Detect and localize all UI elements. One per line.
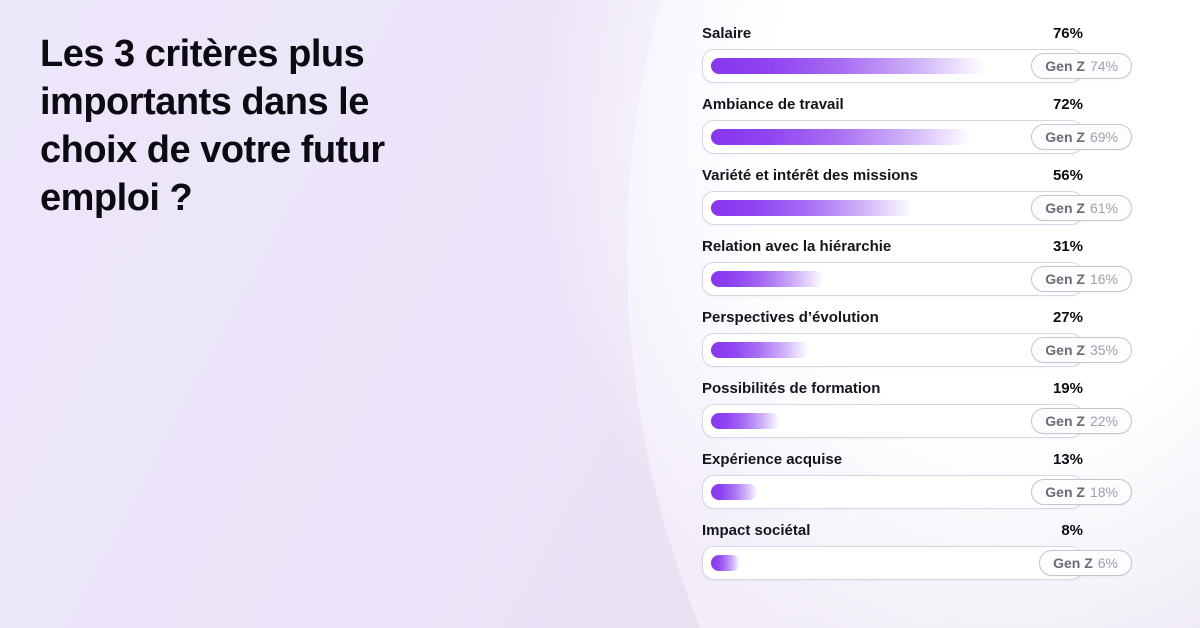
bar-track-inner — [711, 413, 1074, 429]
chart-row: Perspectives d’évolution 27% Gen Z 35% — [702, 309, 1132, 367]
genz-badge: Gen Z 16% — [1031, 266, 1132, 292]
bar-track-inner — [711, 129, 1074, 145]
category-label: Relation avec la hiérarchie — [702, 238, 892, 255]
genz-badge-value: 22% — [1089, 413, 1118, 429]
category-label: Ambiance de travail — [702, 96, 844, 113]
genz-badge-prefix: Gen Z — [1045, 413, 1085, 429]
row-header: Ambiance de travail 72% — [702, 96, 1083, 116]
value-label: 76% — [1052, 25, 1083, 42]
chart-row: Relation avec la hiérarchie 31% Gen Z 16… — [702, 238, 1132, 296]
bar-track: Gen Z 18% — [702, 475, 1132, 509]
bar-fill — [711, 413, 780, 429]
value-label: 72% — [1052, 96, 1083, 113]
category-label: Variété et intérêt des missions — [702, 167, 918, 184]
genz-badge-value: 61% — [1089, 200, 1118, 216]
category-label: Expérience acquise — [702, 451, 843, 468]
chart-row: Impact sociétal 8% Gen Z 6% — [702, 522, 1132, 580]
bar-fill — [711, 342, 809, 358]
bar-track-inner — [711, 555, 1074, 571]
bar-track: Gen Z 16% — [702, 262, 1132, 296]
genz-badge: Gen Z 61% — [1031, 195, 1132, 221]
chart-row: Ambiance de travail 72% Gen Z 69% — [702, 96, 1132, 154]
value-label: 19% — [1052, 380, 1083, 397]
genz-badge: Gen Z 35% — [1031, 337, 1132, 363]
bar-track: Gen Z 35% — [702, 333, 1132, 367]
genz-badge: Gen Z 18% — [1031, 479, 1132, 505]
bar-fill — [711, 58, 987, 74]
category-label: Possibilités de formation — [702, 380, 881, 397]
chart-row: Salaire 76% Gen Z 74% — [702, 25, 1132, 83]
bar-track-inner — [711, 271, 1074, 287]
chart-row: Variété et intérêt des missions 56% Gen … — [702, 167, 1132, 225]
genz-badge-value: 6% — [1097, 555, 1118, 571]
genz-badge: Gen Z 74% — [1031, 53, 1132, 79]
bar-fill — [711, 271, 824, 287]
genz-badge-value: 69% — [1089, 129, 1118, 145]
value-label: 27% — [1052, 309, 1083, 326]
genz-badge: Gen Z 69% — [1031, 124, 1132, 150]
bar-track-inner — [711, 484, 1074, 500]
bar-track: Gen Z 69% — [702, 120, 1132, 154]
genz-badge-prefix: Gen Z — [1045, 129, 1085, 145]
bar-track-inner — [711, 342, 1074, 358]
genz-badge: Gen Z 6% — [1039, 550, 1132, 576]
bar-chart: Salaire 76% Gen Z 74% Ambiance de travai… — [702, 25, 1132, 593]
chart-row: Possibilités de formation 19% Gen Z 22% — [702, 380, 1132, 438]
category-label: Impact sociétal — [702, 522, 811, 539]
genz-badge-value: 18% — [1089, 484, 1118, 500]
genz-badge-value: 74% — [1089, 58, 1118, 74]
genz-badge-value: 16% — [1089, 271, 1118, 287]
page-title: Les 3 critères plus importants dans le c… — [40, 33, 385, 219]
value-label: 13% — [1052, 451, 1083, 468]
row-header: Possibilités de formation 19% — [702, 380, 1083, 400]
genz-badge-prefix: Gen Z — [1045, 342, 1085, 358]
bar-fill — [711, 129, 973, 145]
bar-track: Gen Z 61% — [702, 191, 1132, 225]
bar-track: Gen Z 22% — [702, 404, 1132, 438]
category-label: Salaire — [702, 25, 752, 42]
chart-row: Expérience acquise 13% Gen Z 18% — [702, 451, 1132, 509]
value-label: 31% — [1052, 238, 1083, 255]
bar-track: Gen Z 74% — [702, 49, 1132, 83]
bar-track-inner — [711, 58, 1074, 74]
genz-badge-prefix: Gen Z — [1045, 484, 1085, 500]
genz-badge-value: 35% — [1089, 342, 1118, 358]
row-header: Impact sociétal 8% — [702, 522, 1083, 542]
genz-badge-prefix: Gen Z — [1045, 200, 1085, 216]
genz-badge-prefix: Gen Z — [1045, 58, 1085, 74]
genz-badge: Gen Z 22% — [1031, 408, 1132, 434]
row-header: Expérience acquise 13% — [702, 451, 1083, 471]
genz-badge-prefix: Gen Z — [1045, 271, 1085, 287]
value-label: 8% — [1061, 522, 1083, 539]
bar-track: Gen Z 6% — [702, 546, 1132, 580]
genz-badge-prefix: Gen Z — [1053, 555, 1093, 571]
bar-fill — [711, 484, 759, 500]
bar-fill — [711, 200, 915, 216]
bar-track-inner — [711, 200, 1074, 216]
row-header: Perspectives d’évolution 27% — [702, 309, 1083, 329]
value-label: 56% — [1052, 167, 1083, 184]
row-header: Salaire 76% — [702, 25, 1083, 45]
category-label: Perspectives d’évolution — [702, 309, 879, 326]
bar-fill — [711, 555, 741, 571]
row-header: Relation avec la hiérarchie 31% — [702, 238, 1083, 258]
row-header: Variété et intérêt des missions 56% — [702, 167, 1083, 187]
